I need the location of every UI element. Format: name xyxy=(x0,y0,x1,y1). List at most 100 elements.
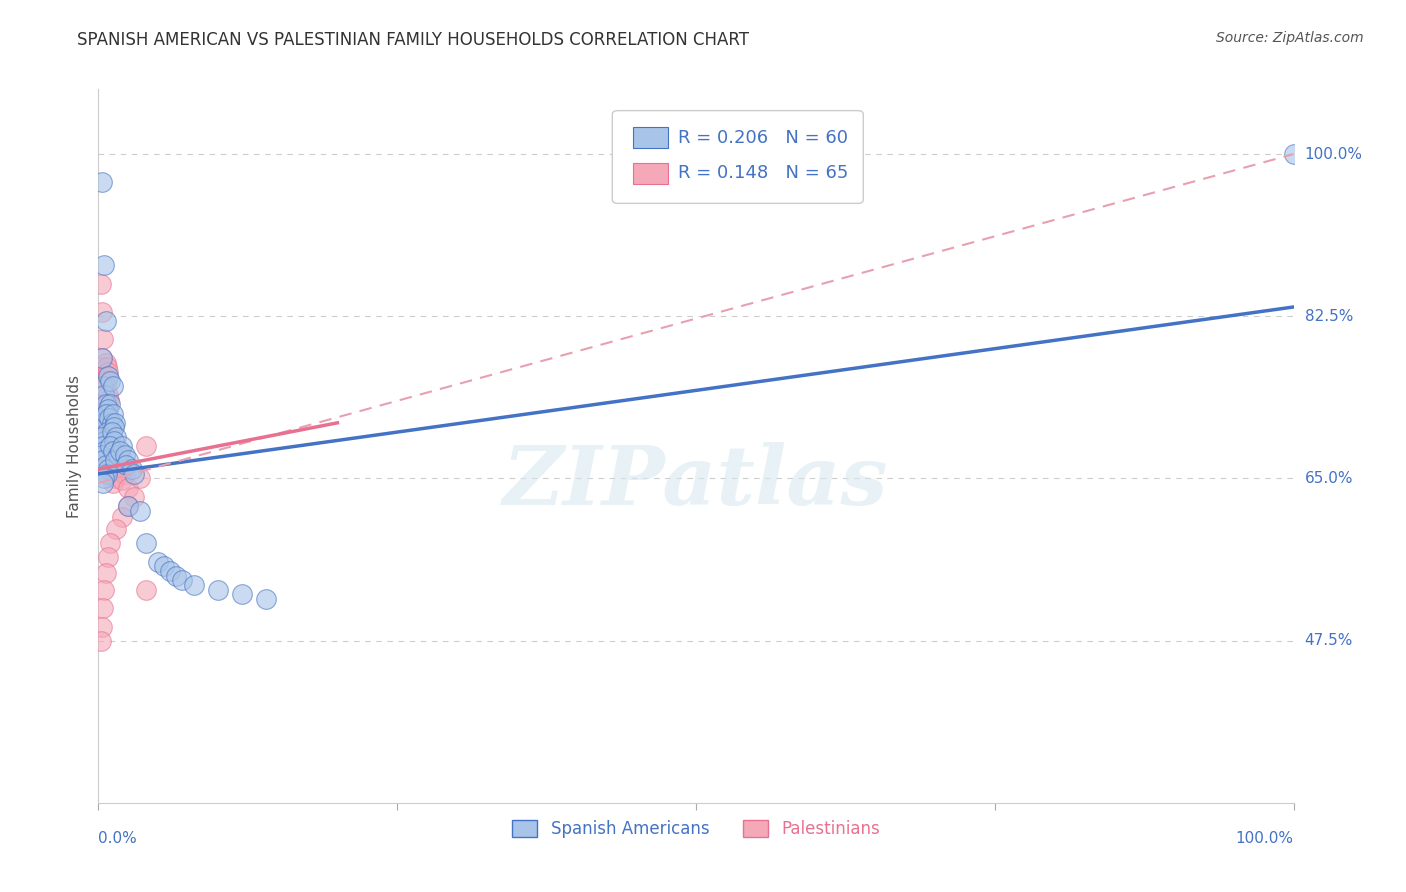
Point xyxy=(98,536,122,550)
Point xyxy=(91,407,114,421)
Point xyxy=(101,378,124,392)
Point xyxy=(91,388,114,402)
Point xyxy=(231,587,253,601)
Point xyxy=(94,401,117,416)
Point xyxy=(107,448,129,462)
Point xyxy=(100,425,122,439)
Point xyxy=(101,407,124,421)
Point xyxy=(254,591,277,606)
Point xyxy=(96,425,118,439)
Point xyxy=(100,443,122,458)
Point xyxy=(98,397,122,411)
Point xyxy=(91,378,114,392)
Legend: Spanish Americans, Palestinians: Spanish Americans, Palestinians xyxy=(506,813,886,845)
Point xyxy=(94,434,117,449)
Point xyxy=(108,443,131,458)
Point xyxy=(91,620,114,634)
Point xyxy=(91,351,114,365)
Point xyxy=(115,458,138,472)
Point xyxy=(135,439,157,453)
Point xyxy=(97,388,120,402)
Point xyxy=(93,416,115,430)
Point xyxy=(104,453,127,467)
Point xyxy=(98,392,121,407)
Point xyxy=(94,314,117,328)
Point xyxy=(98,439,122,453)
Point xyxy=(97,416,120,430)
Point xyxy=(159,564,181,578)
Bar xyxy=(633,127,668,148)
Text: 100.0%: 100.0% xyxy=(1305,146,1362,161)
Point xyxy=(103,453,125,467)
Point xyxy=(91,448,114,462)
Point xyxy=(135,536,157,550)
Point xyxy=(94,355,117,369)
Text: 47.5%: 47.5% xyxy=(1305,633,1353,648)
Point xyxy=(91,453,114,467)
Point xyxy=(100,467,122,481)
Point xyxy=(94,439,117,453)
Point xyxy=(96,467,118,481)
Point xyxy=(94,378,117,392)
Point xyxy=(97,462,120,476)
Point xyxy=(101,443,124,458)
FancyBboxPatch shape xyxy=(613,111,863,203)
Y-axis label: Family Households: Family Households xyxy=(66,375,82,517)
Point xyxy=(129,504,152,518)
Point xyxy=(97,369,120,384)
Point xyxy=(153,559,176,574)
Point xyxy=(94,566,117,580)
Point xyxy=(183,578,205,592)
Point xyxy=(98,425,121,439)
Point xyxy=(93,388,115,402)
Point xyxy=(105,523,128,537)
Point xyxy=(111,462,134,476)
Point xyxy=(91,476,114,491)
Point xyxy=(101,439,124,453)
Point xyxy=(148,555,170,569)
Point xyxy=(111,473,134,487)
Point xyxy=(101,476,124,491)
Text: R = 0.206   N = 60: R = 0.206 N = 60 xyxy=(678,128,848,146)
Point xyxy=(207,582,229,597)
Point xyxy=(1282,147,1305,161)
Point xyxy=(91,304,114,318)
Point xyxy=(98,448,122,462)
Point xyxy=(91,333,114,347)
Text: 65.0%: 65.0% xyxy=(1305,471,1353,486)
Point xyxy=(91,420,114,434)
Point xyxy=(93,384,115,398)
Point xyxy=(117,500,139,514)
Point xyxy=(91,360,114,375)
Text: Source: ZipAtlas.com: Source: ZipAtlas.com xyxy=(1216,31,1364,45)
Point xyxy=(108,448,131,462)
Point xyxy=(91,430,114,444)
Point xyxy=(93,471,115,485)
Point xyxy=(97,401,120,416)
Point xyxy=(93,443,115,458)
Point xyxy=(94,397,117,411)
Point xyxy=(124,467,146,481)
Text: 100.0%: 100.0% xyxy=(1236,831,1294,847)
Point xyxy=(96,360,118,375)
Point xyxy=(93,434,115,449)
Text: 82.5%: 82.5% xyxy=(1305,309,1353,324)
Point xyxy=(96,430,118,444)
Point xyxy=(91,175,114,189)
Point xyxy=(117,500,139,514)
Point xyxy=(121,462,143,476)
Point xyxy=(98,462,121,476)
Point xyxy=(93,258,115,272)
Point xyxy=(93,411,115,425)
Point xyxy=(117,481,139,495)
Point xyxy=(90,277,112,291)
Point xyxy=(94,430,117,444)
Text: ZIPatlas: ZIPatlas xyxy=(503,442,889,522)
Point xyxy=(104,471,127,485)
Point xyxy=(103,434,125,449)
Point xyxy=(129,471,152,485)
Point xyxy=(91,411,114,425)
Point xyxy=(104,416,127,430)
Point xyxy=(98,430,122,444)
Point xyxy=(94,407,117,421)
